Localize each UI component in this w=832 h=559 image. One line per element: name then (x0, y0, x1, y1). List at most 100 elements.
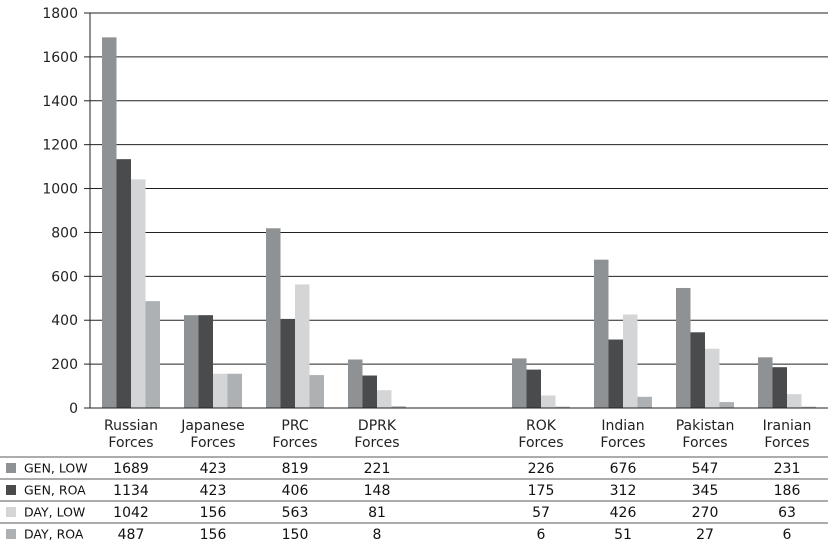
table-cell: 345 (692, 483, 719, 499)
bar (719, 402, 734, 408)
y-tick-label: 1400 (42, 94, 78, 110)
category-labels: RussianForcesJapaneseForcesPRCForcesDPRK… (104, 418, 811, 451)
table-cell: 6 (783, 527, 792, 543)
bar (758, 357, 773, 408)
y-tick-label: 0 (69, 401, 78, 417)
bar (280, 318, 295, 408)
bar (623, 314, 638, 408)
table-cell: 487 (118, 527, 145, 543)
category-label: Forces (190, 435, 235, 451)
gridlines (90, 12, 828, 365)
category-label: Forces (518, 435, 563, 451)
table-cell: 81 (368, 505, 386, 521)
table-cell: 150 (282, 527, 309, 543)
y-tick-label: 1800 (42, 6, 78, 22)
y-tick-label: 800 (51, 225, 78, 241)
table-cell: 547 (692, 461, 719, 477)
bar (348, 359, 363, 408)
y-tick-label: 600 (51, 269, 78, 285)
category-label: Forces (600, 435, 645, 451)
bar (227, 373, 242, 408)
table-cell: 312 (610, 483, 637, 499)
table-cell: 156 (200, 527, 227, 543)
table-cell: 63 (778, 505, 796, 521)
bar (526, 369, 541, 408)
table-cell: 270 (692, 505, 719, 521)
bar (541, 395, 556, 408)
legend-entry: GEN, ROA (24, 483, 86, 498)
y-tick-label: 1600 (42, 50, 78, 66)
bar (637, 396, 652, 408)
bar (512, 358, 527, 408)
category-label: Forces (682, 435, 727, 451)
table-cell: 423 (200, 483, 227, 499)
table-cell: 57 (532, 505, 550, 521)
category-label: Iranian (763, 418, 812, 434)
table-cell: 8 (373, 527, 382, 543)
bar (295, 284, 310, 408)
table-cell: 148 (364, 483, 391, 499)
table-cell: 226 (528, 461, 555, 477)
legend-swatch (6, 529, 16, 539)
bar (184, 315, 199, 408)
category-label: Forces (764, 435, 809, 451)
category-label: PRC (281, 418, 308, 434)
bar (377, 390, 392, 408)
table-cell: 51 (614, 527, 632, 543)
table-cell: 563 (282, 505, 309, 521)
bar (594, 259, 609, 408)
category-label: Russian (104, 418, 158, 434)
bar (555, 406, 570, 408)
bar (676, 287, 691, 408)
bar (131, 179, 146, 408)
table-cell: 27 (696, 527, 714, 543)
table-cell: 423 (200, 461, 227, 477)
category-label: DPRK (358, 418, 397, 434)
bar (309, 375, 324, 408)
y-tick-label: 400 (51, 313, 78, 329)
bar (145, 301, 160, 408)
table-cell: 676 (610, 461, 637, 477)
bar (787, 394, 802, 408)
y-tick-label: 200 (51, 357, 78, 373)
table-cell: 1042 (113, 505, 149, 521)
category-label: Forces (354, 435, 399, 451)
bar (102, 37, 117, 408)
bar (772, 367, 787, 408)
table-cell: 1689 (113, 461, 149, 477)
bars (102, 37, 816, 408)
table-cell: 156 (200, 505, 227, 521)
bar (705, 348, 720, 408)
legend-entry: GEN, LOW (24, 461, 88, 476)
bar (608, 339, 623, 408)
bar (116, 159, 131, 408)
legend-swatch (6, 463, 16, 473)
bar (266, 228, 281, 408)
category-label: ROK (526, 418, 557, 434)
table-cell: 426 (610, 505, 637, 521)
category-label: Indian (601, 418, 644, 434)
table-cell: 819 (282, 461, 309, 477)
category-label: Forces (272, 435, 317, 451)
category-label: Forces (108, 435, 153, 451)
bar (362, 375, 377, 408)
y-tick-label: 1200 (42, 138, 78, 154)
table-cell: 231 (774, 461, 801, 477)
data-table: GEN, LOW 1689 423 819 221 226 676 547 231 GEN, RO… (0, 456, 828, 543)
bar (690, 332, 705, 408)
table-cell: 175 (528, 483, 555, 499)
bar (391, 406, 406, 408)
bar (213, 373, 228, 408)
legend-swatch (6, 507, 16, 517)
y-axis-ticks: 0 200 400 600 800 1000 1200 1400 1600 1800 (42, 6, 90, 417)
legend-swatch (6, 485, 16, 495)
table-cell: 221 (364, 461, 391, 477)
table-cell: 6 (537, 527, 546, 543)
bar (198, 315, 213, 408)
category-label: Japanese (180, 418, 245, 434)
category-label: Pakistan (676, 418, 735, 434)
table-cell: 186 (774, 483, 801, 499)
axes (89, 13, 828, 409)
table-cell: 406 (282, 483, 309, 499)
